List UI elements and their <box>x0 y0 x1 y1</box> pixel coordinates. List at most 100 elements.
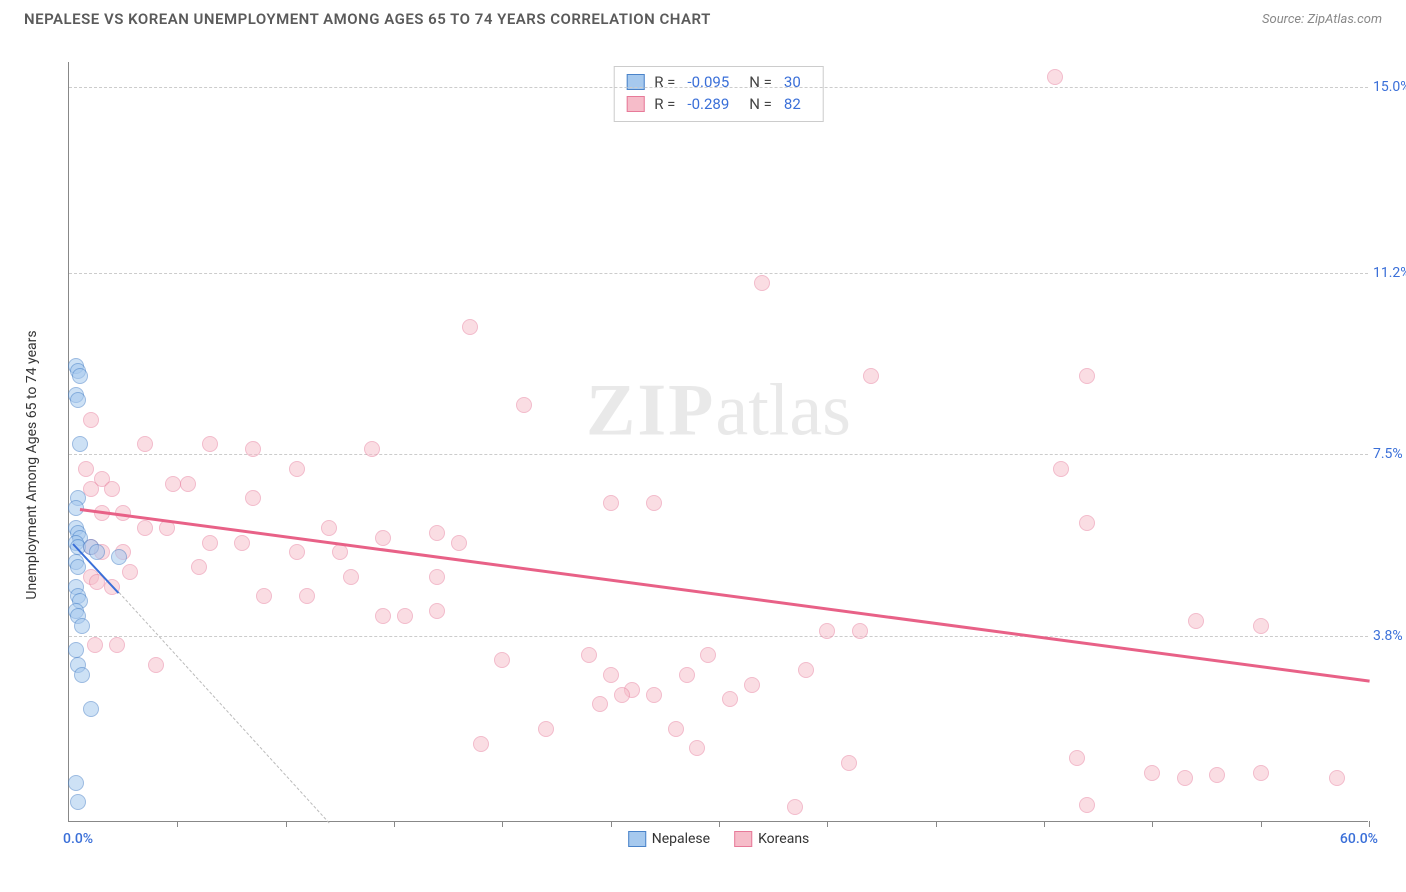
data-point-koreans <box>137 436 153 452</box>
chart-title: NEPALESE VS KOREAN UNEMPLOYMENT AMONG AG… <box>24 10 711 28</box>
x-tick <box>286 821 287 827</box>
scatter-plot: ZIPatlas R = -0.095 N = 30 R = -0.289 N … <box>68 62 1368 822</box>
data-point-koreans <box>1253 618 1269 634</box>
data-point-koreans <box>137 520 153 536</box>
data-point-nepalese <box>72 368 88 384</box>
data-point-koreans <box>87 637 103 653</box>
data-point-koreans <box>364 441 380 457</box>
x-tick <box>1044 821 1045 827</box>
data-point-koreans <box>1079 515 1095 531</box>
x-tick <box>1261 821 1262 827</box>
data-point-koreans <box>744 677 760 693</box>
source-credit: Source: ZipAtlas.com <box>1262 12 1382 27</box>
r-value-koreans: -0.289 <box>687 93 729 115</box>
x-axis-min-label: 0.0% <box>63 831 93 847</box>
r-label: R = <box>654 93 675 115</box>
data-point-nepalese <box>89 544 105 560</box>
data-point-koreans <box>679 667 695 683</box>
legend-label-nepalese: Nepalese <box>652 831 710 847</box>
watermark-atlas: atlas <box>715 370 851 452</box>
data-point-koreans <box>1188 613 1204 629</box>
y-axis-label: Unemployment Among Ages 65 to 74 years <box>24 330 40 599</box>
data-point-koreans <box>429 603 445 619</box>
data-point-koreans <box>289 544 305 560</box>
x-tick <box>1152 821 1153 827</box>
n-label: N = <box>749 93 772 115</box>
data-point-koreans <box>1209 767 1225 783</box>
data-point-koreans <box>451 535 467 551</box>
swatch-koreans <box>626 96 644 112</box>
data-point-koreans <box>180 476 196 492</box>
data-point-koreans <box>668 721 684 737</box>
x-tick <box>936 821 937 827</box>
x-tick <box>611 821 612 827</box>
y-tick-label: 3.8% <box>1373 628 1406 644</box>
data-point-koreans <box>109 637 125 653</box>
r-value-nepalese: -0.095 <box>687 71 729 93</box>
data-point-nepalese <box>111 549 127 565</box>
data-point-koreans <box>494 652 510 668</box>
data-point-koreans <box>462 319 478 335</box>
data-point-koreans <box>245 490 261 506</box>
n-label: N = <box>749 71 772 93</box>
x-tick <box>827 821 828 827</box>
data-point-nepalese <box>74 667 90 683</box>
trend-line <box>80 508 1369 682</box>
source-prefix: Source: <box>1262 12 1307 27</box>
data-point-koreans <box>397 608 413 624</box>
legend-swatch-nepalese <box>628 831 646 847</box>
y-tick-label: 11.2% <box>1373 265 1406 281</box>
gridline <box>69 273 1368 274</box>
data-point-nepalese <box>74 618 90 634</box>
data-point-koreans <box>722 691 738 707</box>
data-point-koreans <box>841 755 857 771</box>
data-point-koreans <box>787 799 803 815</box>
data-point-koreans <box>245 441 261 457</box>
x-axis-max-label: 60.0% <box>1340 831 1378 847</box>
data-point-koreans <box>1253 765 1269 781</box>
data-point-koreans <box>473 736 489 752</box>
data-point-nepalese <box>83 701 99 717</box>
data-point-koreans <box>592 696 608 712</box>
gridline <box>69 636 1368 637</box>
data-point-koreans <box>1079 797 1095 813</box>
gridline <box>69 87 1368 88</box>
data-point-koreans <box>375 608 391 624</box>
data-point-koreans <box>202 436 218 452</box>
data-point-koreans <box>299 588 315 604</box>
data-point-koreans <box>148 657 164 673</box>
data-point-nepalese <box>72 436 88 452</box>
data-point-nepalese <box>68 775 84 791</box>
data-point-koreans <box>614 687 630 703</box>
data-point-koreans <box>646 687 662 703</box>
data-point-nepalese <box>70 392 86 408</box>
data-point-koreans <box>819 623 835 639</box>
r-label: R = <box>654 71 675 93</box>
data-point-koreans <box>603 495 619 511</box>
data-point-koreans <box>1144 765 1160 781</box>
data-point-koreans <box>375 530 391 546</box>
legend-item-nepalese: Nepalese <box>628 831 710 847</box>
data-point-koreans <box>165 476 181 492</box>
data-point-koreans <box>1053 461 1069 477</box>
data-point-koreans <box>202 535 218 551</box>
data-point-koreans <box>516 397 532 413</box>
data-point-koreans <box>429 525 445 541</box>
gridline <box>69 454 1368 455</box>
watermark: ZIPatlas <box>586 369 851 454</box>
x-tick <box>394 821 395 827</box>
data-point-koreans <box>122 564 138 580</box>
data-point-nepalese <box>70 794 86 810</box>
data-point-koreans <box>78 461 94 477</box>
data-point-koreans <box>863 368 879 384</box>
x-tick <box>502 821 503 827</box>
data-point-koreans <box>429 569 445 585</box>
data-point-koreans <box>234 535 250 551</box>
data-point-koreans <box>689 740 705 756</box>
data-point-koreans <box>256 588 272 604</box>
y-tick-label: 7.5% <box>1373 446 1406 462</box>
x-tick <box>719 821 720 827</box>
x-tick <box>177 821 178 827</box>
data-point-koreans <box>754 275 770 291</box>
stats-row-nepalese: R = -0.095 N = 30 <box>626 71 811 93</box>
